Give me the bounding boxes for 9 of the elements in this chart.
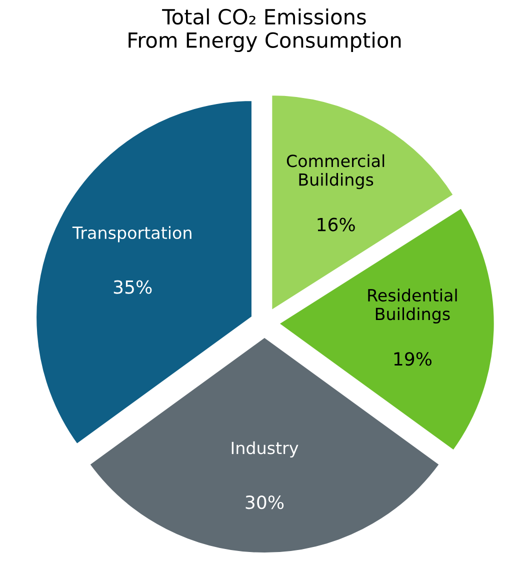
chart-title: Total CO₂ Emissions From Energy Consumption (128, 8, 401, 52)
slice-label: Residential Buildings (368, 288, 457, 324)
slice-label: Commercial Buildings (286, 154, 384, 190)
data-label: 35% (114, 280, 152, 294)
data-label: 16% (318, 218, 355, 232)
data-label: 19% (394, 352, 432, 366)
data-label: 30% (246, 495, 284, 510)
slice-label: Transportation (72, 226, 192, 242)
slice-label: Industry (232, 441, 298, 458)
